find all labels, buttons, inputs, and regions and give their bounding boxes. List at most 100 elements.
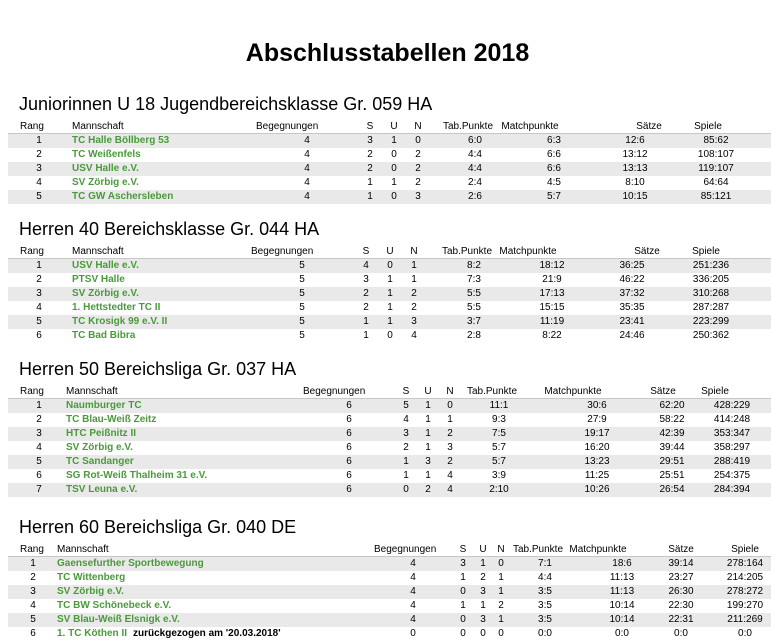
cell-n: 2 (411, 302, 417, 313)
cell-u: 1 (425, 470, 431, 481)
header-matchpunkte: Matchpunkte (544, 386, 602, 397)
table-row: 7 TSV Leuna e.V. 6 0 2 4 2:10 10:26 26:54 284:394 (8, 483, 771, 497)
cell-begegnungen: 6 (346, 456, 352, 467)
cell-spiele: 336:205 (692, 274, 730, 285)
header-matchpunkte: Matchpunkte (499, 246, 557, 257)
table-row: 5 TC Sandanger 6 1 3 2 5:7 13:23 29:51 288:419 (8, 455, 771, 469)
cell-spiele: 353:347 (713, 428, 751, 439)
cell-u: 3 (480, 614, 486, 625)
header-mannschaft: Mannschaft (72, 246, 124, 257)
cell-rang: 5 (30, 614, 36, 625)
cell-tabpunkte: 2:6 (468, 191, 482, 202)
section-title: Juniorinnen U 18 Jugendbereichsklasse Gr… (19, 94, 433, 114)
header-s: S (366, 121, 374, 132)
cell-s: 0 (460, 628, 466, 639)
table-row: 5 TC GW Aschersleben 4 1 0 3 2:6 5:7 10:15 85:121 (8, 190, 771, 204)
cell-begegnungen: 5 (299, 316, 305, 327)
table-row: 1 TC Halle Böllberg 53 4 3 1 0 6:0 6:3 12:6 85:62 (8, 134, 771, 148)
table-row: 5 TC Krosigk 99 e.V. II 5 1 1 3 3:7 11:19 23:41 2… (8, 315, 771, 329)
cell-n: 4 (411, 330, 417, 341)
cell-tabpunkte: 7:1 (538, 558, 552, 569)
table-row: 3 HTC Peißnitz II 6 3 1 2 7:5 19:17 42:39 353:347 (8, 427, 771, 441)
cell-saetze: 26:54 (659, 484, 685, 495)
cell-n: 1 (411, 260, 417, 271)
cell-rang: 2 (30, 572, 36, 583)
cell-u: 1 (425, 442, 431, 453)
cell-spiele: 199:270 (726, 600, 764, 611)
cell-tabpunkte: 3:5 (538, 600, 552, 611)
cell-s: 3 (460, 558, 466, 569)
cell-matchpunkte: 11:19 (539, 316, 565, 327)
cell-begegnungen: 4 (410, 600, 416, 611)
cell-note: zurückgezogen am '20.03.2018' (133, 628, 281, 639)
cell-tabpunkte: 3:5 (538, 586, 552, 597)
table-row: 2 TC Blau-Weiß Zeitz 6 4 1 1 9:3 27:9 58:22 414:2… (8, 413, 771, 427)
cell-begegnungen: 6 (346, 400, 352, 411)
cell-u: 1 (425, 400, 431, 411)
header-u: U (390, 121, 398, 132)
cell-s: 2 (363, 288, 369, 299)
cell-saetze: 39:14 (668, 558, 694, 569)
cell-rang: 2 (36, 274, 42, 285)
table-row: 1 USV Halle e.V. 5 4 0 1 8:2 18:12 36:25 251:236 (8, 259, 771, 273)
cell-u: 0 (391, 149, 397, 160)
cell-saetze: 12:6 (625, 135, 645, 146)
table-row: 5 SV Blau-Weiß Elsnigk e.V. 4 0 3 1 3:5 10:14 22… (8, 613, 771, 627)
cell-saetze: 25:51 (659, 470, 685, 481)
cell-matchpunkte: 11:13 (609, 572, 635, 583)
cell-begegnungen: 5 (299, 302, 305, 313)
cell-matchpunkte: 13:23 (584, 456, 610, 467)
cell-spiele: 85:121 (700, 191, 732, 202)
cell-rang: 1 (36, 260, 42, 271)
cell-u: 1 (387, 288, 393, 299)
cell-mannschaft: SV Zörbig e.V. (72, 288, 139, 299)
cell-matchpunkte: 10:14 (609, 600, 635, 611)
cell-mannschaft: TSV Leuna e.V. (66, 484, 138, 495)
cell-u: 0 (391, 191, 397, 202)
cell-n: 2 (415, 163, 421, 174)
cell-u: 2 (425, 484, 431, 495)
cell-tabpunkte: 11:1 (489, 400, 509, 411)
cell-spiele: 214:205 (726, 572, 764, 583)
cell-s: 0 (460, 614, 466, 625)
cell-rang: 2 (36, 149, 42, 160)
cell-begegnungen: 6 (346, 442, 352, 453)
cell-begegnungen: 4 (304, 177, 310, 188)
cell-mannschaft: 1. TC Köthen II zurückgezogen am '20.03.2… (57, 628, 281, 639)
cell-mannschaft: Gaensefurther Sportbewegung (57, 558, 204, 569)
cell-spiele: 211:269 (727, 614, 763, 625)
cell-s: 4 (403, 414, 409, 425)
cell-s: 0 (460, 586, 466, 597)
cell-n: 1 (498, 586, 504, 597)
cell-tabpunkte: 5:7 (492, 442, 506, 453)
header-u: U (386, 246, 394, 257)
table-row: 3 SV Zörbig e.V. 5 2 1 2 5:5 17:13 37:32 310:268 (8, 287, 771, 301)
cell-saetze: 39:44 (659, 442, 685, 453)
header-begegnungen: Begegnungen (374, 544, 437, 555)
cell-saetze: 22:30 (668, 600, 694, 611)
header-rang: Rang (20, 386, 44, 397)
header-saetze: Sätze (636, 121, 662, 132)
cell-mannschaft: SV Blau-Weiß Elsnigk e.V. (57, 614, 180, 625)
header-begegnungen: Begegnungen (303, 386, 366, 397)
cell-n: 1 (411, 274, 417, 285)
cell-spiele: 428:229 (713, 400, 751, 411)
cell-s: 1 (403, 456, 409, 467)
header-rang: Rang (20, 121, 44, 132)
cell-saetze: 10:15 (622, 191, 648, 202)
cell-saetze: 22:31 (668, 614, 694, 625)
section-title: Herren 60 Bereichsliga Gr. 040 DE (19, 517, 297, 537)
cell-matchpunkte: 6:3 (547, 135, 561, 146)
cell-u: 1 (425, 428, 431, 439)
cell-matchpunkte: 19:17 (584, 428, 610, 439)
cell-begegnungen: 6 (346, 428, 352, 439)
table-row: 4 SV Zörbig e.V. 4 1 1 2 2:4 4:5 8:10 64:64 (8, 176, 771, 190)
cell-rang: 3 (30, 586, 36, 597)
cell-u: 0 (391, 163, 397, 174)
header-u: U (424, 386, 432, 397)
cell-n: 2 (447, 456, 453, 467)
cell-tabpunkte: 0:0 (538, 628, 552, 639)
cell-u: 2 (480, 572, 486, 583)
cell-s: 3 (367, 135, 373, 146)
header-tabpunkte: Tab.Punkte (512, 544, 564, 555)
